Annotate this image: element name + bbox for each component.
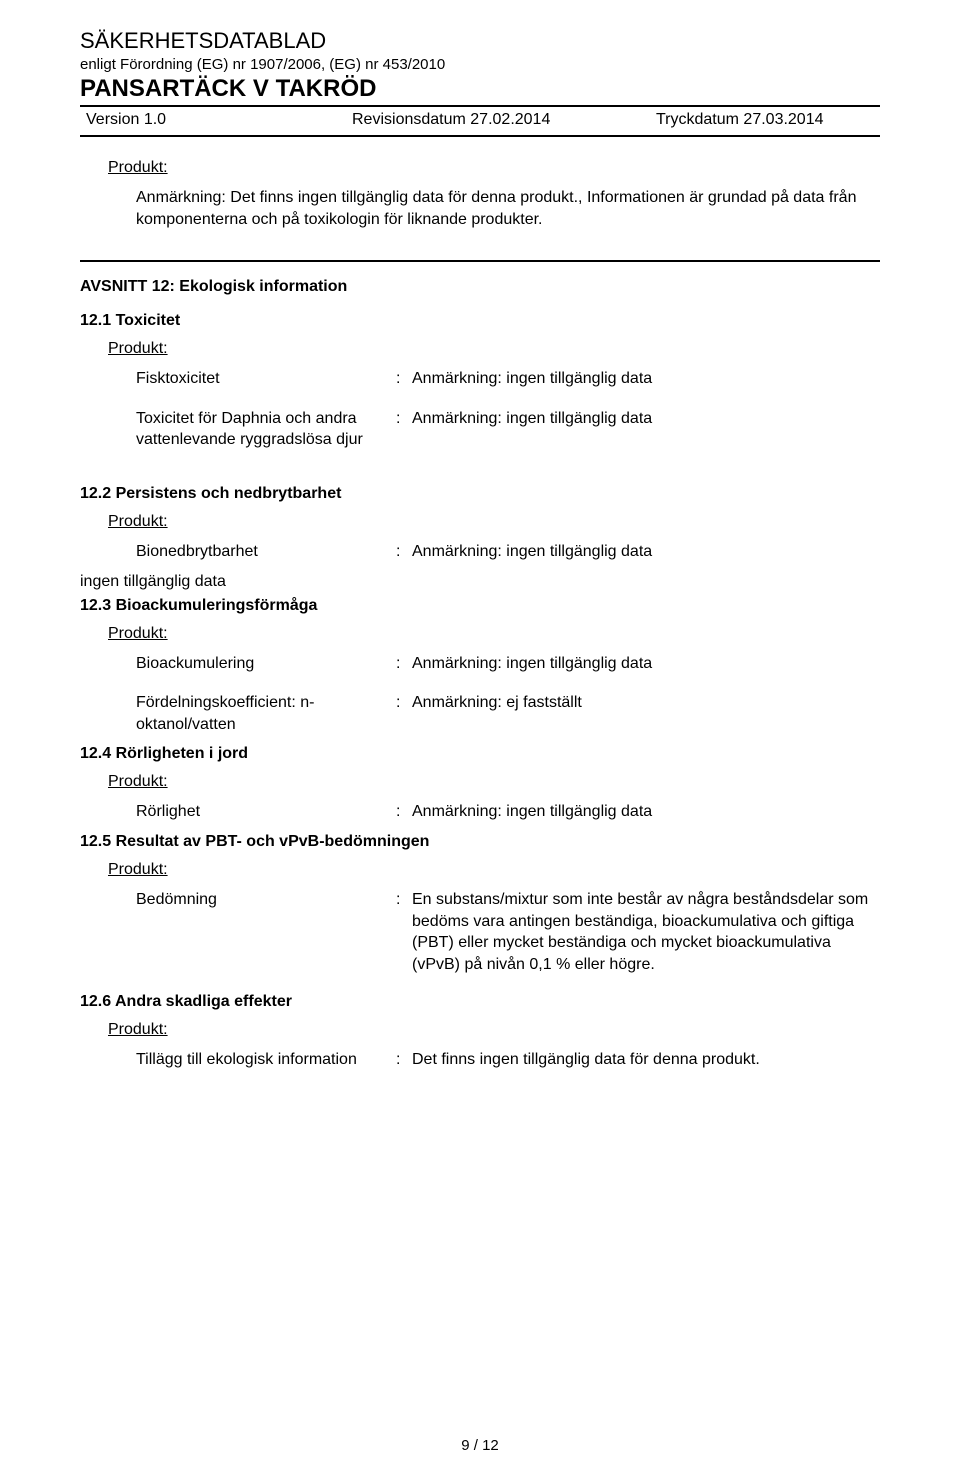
subsection-12-4-heading: 12.4 Rörligheten i jord bbox=[80, 745, 880, 763]
page-number: 9 / 12 bbox=[0, 1437, 960, 1454]
intro-note-wrap: Anmärkning: Det finns ingen tillgänglig … bbox=[108, 187, 880, 230]
subsection-12-3-body: Produkt: Bioackumulering : Anmärkning: i… bbox=[80, 625, 880, 736]
kv-value: Anmärkning: ingen tillgänglig data bbox=[412, 368, 880, 390]
product-label: Produkt: bbox=[108, 773, 880, 791]
kv-row-bionedbrytbarhet: Bionedbrytbarhet : Anmärkning: ingen til… bbox=[136, 541, 880, 563]
doc-regulation: enligt Förordning (EG) nr 1907/2006, (EG… bbox=[80, 56, 880, 73]
subsection-12-3-heading: 12.3 Bioackumuleringsförmåga bbox=[80, 597, 880, 615]
kv-label: Tillägg till ekologisk information bbox=[136, 1049, 396, 1071]
version-row: Version 1.0 Revisionsdatum 27.02.2014 Tr… bbox=[80, 109, 880, 137]
print-date: Tryckdatum 27.03.2014 bbox=[656, 111, 880, 129]
kv-colon: : bbox=[396, 368, 412, 390]
kv-group: Fisktoxicitet : Anmärkning: ingen tillgä… bbox=[108, 368, 880, 451]
subsection-12-6-heading: 12.6 Andra skadliga effekter bbox=[80, 993, 880, 1011]
product-title: PANSARTÄCK V TAKRÖD bbox=[80, 75, 880, 107]
kv-value: Anmärkning: ej fastställt bbox=[412, 692, 880, 735]
kv-label: Rörlighet bbox=[136, 801, 396, 823]
product-label: Produkt: bbox=[108, 513, 880, 531]
kv-value: En substans/mixtur som inte består av nå… bbox=[412, 889, 880, 975]
kv-colon: : bbox=[396, 889, 412, 975]
subsection-12-1-body: Produkt: Fisktoxicitet : Anmärkning: ing… bbox=[80, 340, 880, 451]
kv-group: Bionedbrytbarhet : Anmärkning: ingen til… bbox=[108, 541, 880, 563]
subsection-12-1-heading: 12.1 Toxicitet bbox=[80, 312, 880, 330]
section-12-heading: AVSNITT 12: Ekologisk information bbox=[80, 278, 880, 296]
doc-title: SÄKERHETSDATABLAD bbox=[80, 28, 880, 54]
revision-date: Revisionsdatum 27.02.2014 bbox=[352, 111, 656, 129]
kv-label: Bedömning bbox=[136, 889, 396, 975]
kv-value: Anmärkning: ingen tillgänglig data bbox=[412, 653, 880, 675]
section-divider bbox=[80, 260, 880, 262]
kv-value: Anmärkning: ingen tillgänglig data bbox=[412, 541, 880, 563]
kv-group: Tillägg till ekologisk information : Det… bbox=[108, 1049, 880, 1071]
kv-row-fisktoxicitet: Fisktoxicitet : Anmärkning: ingen tillgä… bbox=[136, 368, 880, 390]
kv-colon: : bbox=[396, 692, 412, 735]
subsection-12-2-heading: 12.2 Persistens och nedbrytbarhet bbox=[80, 485, 880, 503]
kv-label: Toxicitet för Daphnia och andra vattenle… bbox=[136, 408, 396, 451]
intro-block: Produkt: Anmärkning: Det finns ingen til… bbox=[80, 159, 880, 230]
subsection-12-5-heading: 12.5 Resultat av PBT- och vPvB-bedömning… bbox=[80, 833, 880, 851]
intro-note: Anmärkning: Det finns ingen tillgänglig … bbox=[136, 187, 880, 230]
subsection-12-4-body: Produkt: Rörlighet : Anmärkning: ingen t… bbox=[80, 773, 880, 823]
kv-label: Bioackumulering bbox=[136, 653, 396, 675]
subsection-12-2-body: Produkt: Bionedbrytbarhet : Anmärkning: … bbox=[80, 513, 880, 563]
kv-group: Rörlighet : Anmärkning: ingen tillgängli… bbox=[108, 801, 880, 823]
kv-label: Fisktoxicitet bbox=[136, 368, 396, 390]
kv-label: Bionedbrytbarhet bbox=[136, 541, 396, 563]
product-label: Produkt: bbox=[108, 861, 880, 879]
subsection-12-5-body: Produkt: Bedömning : En substans/mixtur … bbox=[80, 861, 880, 975]
product-label: Produkt: bbox=[108, 625, 880, 643]
version-label: Version 1.0 bbox=[80, 111, 352, 129]
kv-value: Anmärkning: ingen tillgänglig data bbox=[412, 801, 880, 823]
kv-row-fordelningskoefficient: Fördelningskoefficient: n-oktanol/vatten… bbox=[136, 692, 880, 735]
kv-value: Det finns ingen tillgänglig data för den… bbox=[412, 1049, 880, 1071]
product-label: Produkt: bbox=[108, 159, 880, 177]
kv-row-tillagg: Tillägg till ekologisk information : Det… bbox=[136, 1049, 880, 1071]
kv-colon: : bbox=[396, 1049, 412, 1071]
kv-row-bioackumulering: Bioackumulering : Anmärkning: ingen till… bbox=[136, 653, 880, 675]
product-label: Produkt: bbox=[108, 340, 880, 358]
document-header: SÄKERHETSDATABLAD enligt Förordning (EG)… bbox=[80, 28, 880, 137]
kv-value: Anmärkning: ingen tillgänglig data bbox=[412, 408, 880, 451]
product-label: Produkt: bbox=[108, 1021, 880, 1039]
kv-group: Bioackumulering : Anmärkning: ingen till… bbox=[108, 653, 880, 736]
subsection-12-6-body: Produkt: Tillägg till ekologisk informat… bbox=[80, 1021, 880, 1071]
kv-group: Bedömning : En substans/mixtur som inte … bbox=[108, 889, 880, 975]
kv-label: Fördelningskoefficient: n-oktanol/vatten bbox=[136, 692, 396, 735]
kv-row-daphnia: Toxicitet för Daphnia och andra vattenle… bbox=[136, 408, 880, 451]
kv-colon: : bbox=[396, 801, 412, 823]
kv-colon: : bbox=[396, 653, 412, 675]
kv-colon: : bbox=[396, 541, 412, 563]
kv-row-rorlighet: Rörlighet : Anmärkning: ingen tillgängli… bbox=[136, 801, 880, 823]
kv-colon: : bbox=[396, 408, 412, 451]
page-container: SÄKERHETSDATABLAD enligt Förordning (EG)… bbox=[0, 0, 960, 1474]
kv-row-bedomning: Bedömning : En substans/mixtur som inte … bbox=[136, 889, 880, 975]
plain-no-data: ingen tillgänglig data bbox=[80, 573, 880, 591]
